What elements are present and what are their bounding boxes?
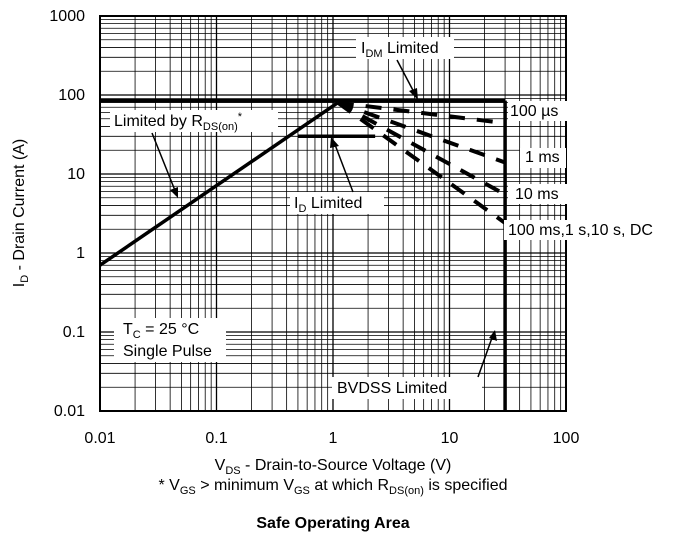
curve-label: 10 ms xyxy=(515,186,559,203)
y-tick-label: 100 xyxy=(58,87,85,104)
svg-text:Limited by RDS(on)*: Limited by RDS(on)* xyxy=(114,111,243,133)
chart-title: Safe Operating Area xyxy=(256,515,409,532)
x-tick-label: 1 xyxy=(329,430,338,447)
curve-label: 100 ms,1 s,10 s, DC xyxy=(508,222,653,239)
arrowhead-idm xyxy=(409,88,418,100)
svg-text:Single Pulse: Single Pulse xyxy=(123,343,212,360)
footnote: * VGS > minimum VGS at which RDS(on) is … xyxy=(159,477,508,497)
series-group xyxy=(99,98,507,411)
x-tick-labels: 0.01 0.1 1 10 100 xyxy=(84,430,579,447)
svg-text:IDM Limited: IDM Limited xyxy=(361,40,439,60)
arrow-id xyxy=(333,141,354,193)
annotation-idm: IDM Limited xyxy=(356,37,454,60)
y-tick-labels: 0.01 0.1 1 10 100 1000 xyxy=(49,8,85,420)
x-axis-label: VDS - Drain-to-Source Voltage (V) xyxy=(215,457,452,477)
annotation-rds: Limited by RDS(on)* xyxy=(110,110,278,133)
y-tick-label: 0.01 xyxy=(54,403,85,420)
x-tick-label: 100 xyxy=(553,430,580,447)
svg-text:ID Limited: ID Limited xyxy=(294,195,362,215)
x-tick-label: 10 xyxy=(441,430,459,447)
grid xyxy=(99,16,566,412)
svg-text:BVDSS Limited: BVDSS Limited xyxy=(337,380,447,397)
arrow-bvdss xyxy=(477,334,494,378)
curve-label: 100 µs xyxy=(510,103,558,120)
arrow-rds xyxy=(151,132,177,194)
annotation-bvdss: BVDSS Limited xyxy=(332,377,482,399)
y-axis-label: ID - Drain Current (A) xyxy=(11,139,31,287)
y-tick-label: 10 xyxy=(67,166,85,183)
series-line-0 xyxy=(99,101,339,267)
arrowhead-bvdss xyxy=(489,330,497,341)
annotation-conditions: TC = 25 °C Single Pulse xyxy=(114,318,226,362)
x-tick-label: 0.01 xyxy=(84,430,115,447)
y-tick-label: 0.1 xyxy=(63,324,85,341)
plot-frame xyxy=(99,15,567,412)
series-line-4 xyxy=(337,100,506,126)
x-tick-label: 0.1 xyxy=(205,430,227,447)
curve-label: 1 ms xyxy=(525,149,560,166)
arrowhead-rds xyxy=(170,187,178,198)
series-line-6 xyxy=(336,100,507,197)
series-line-7 xyxy=(336,101,507,225)
y-tick-label: 1 xyxy=(76,245,85,262)
curve-labels: 100 µs 1 ms 10 ms 100 ms,1 s,10 s, DC xyxy=(504,101,676,240)
arrowhead-id xyxy=(330,137,339,148)
series-line-5 xyxy=(337,100,506,165)
annotation-id: ID Limited xyxy=(290,192,384,215)
y-tick-label: 1000 xyxy=(49,8,85,25)
svg-text:TC = 25 °C: TC = 25 °C xyxy=(123,321,199,341)
